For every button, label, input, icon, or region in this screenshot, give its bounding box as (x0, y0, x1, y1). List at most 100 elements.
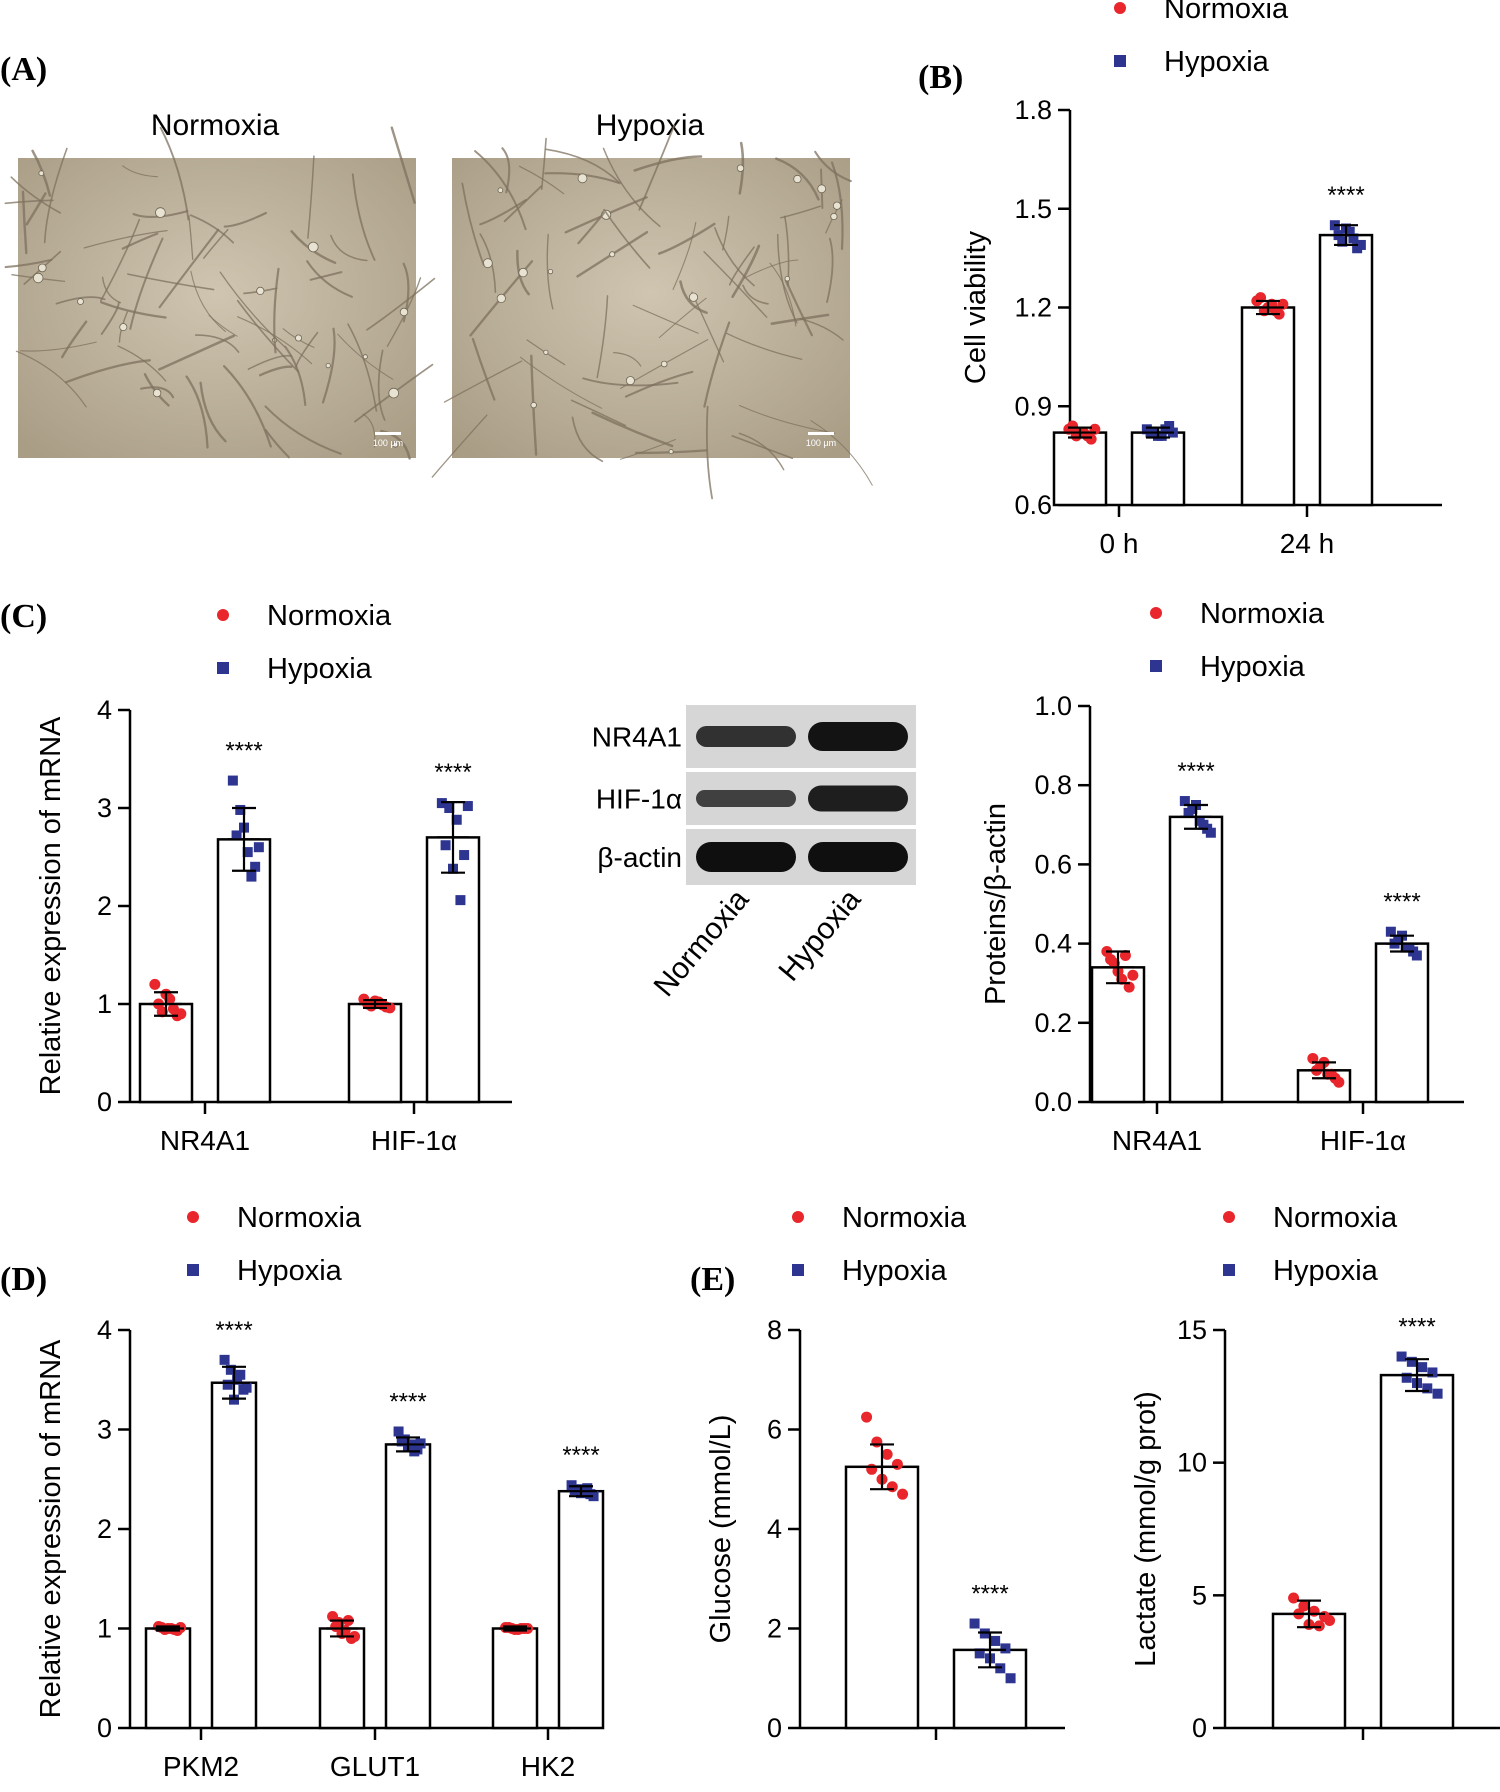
chart-mrna-expression-c: Normoxia Hypoxia 0 1 2 3 4 Relative expression … (35, 600, 512, 1156)
legend-marker-hypoxia (1150, 660, 1162, 672)
legend-marker-normoxia (1150, 607, 1162, 619)
cell-body (668, 449, 674, 455)
cell-body (660, 360, 668, 368)
legend-label: Normoxia (1200, 598, 1325, 630)
data-point-normoxia (1313, 1620, 1325, 1632)
cell-body (530, 401, 537, 409)
y-tick-label: 0 (1192, 1713, 1207, 1743)
cell-body (830, 212, 838, 221)
bar-hypoxia (1318, 233, 1374, 507)
legend-marker-normoxia (187, 1211, 199, 1223)
bar-hypoxia (1374, 942, 1430, 1104)
data-point-hypoxia (1205, 827, 1216, 838)
data-point-normoxia (881, 1448, 893, 1460)
bar-normoxia (144, 1627, 192, 1730)
micrograph-title-normoxia: Normoxia (151, 109, 280, 142)
cell-body (392, 441, 399, 448)
legend-label: Hypoxia (1164, 46, 1270, 78)
data-point-hypoxia (1179, 796, 1190, 807)
data-point-hypoxia (393, 1426, 404, 1437)
cell-shape (306, 260, 353, 298)
cell-body (784, 276, 790, 282)
data-point-hypoxia (231, 830, 242, 841)
data-point-normoxia (871, 1436, 883, 1448)
cell-shape (591, 411, 674, 448)
cell-shape (4, 199, 54, 205)
data-point-hypoxia (250, 861, 261, 872)
cell-body (325, 362, 331, 369)
cell-body (294, 334, 302, 342)
panel-label-e: (E) (690, 1261, 735, 1298)
data-point-normoxia (866, 1463, 878, 1475)
y-axis-label: Relative expression of mRNA (35, 1339, 67, 1718)
cell-body (497, 187, 504, 194)
data-point-hypoxia (455, 895, 466, 906)
bar-hypoxia (384, 1443, 432, 1730)
data-point-hypoxia (242, 847, 253, 858)
cell-shape (61, 320, 88, 359)
cell-shape (203, 228, 229, 259)
data-point-normoxia (149, 978, 161, 990)
cell-shape (101, 276, 122, 304)
cell-shape (100, 301, 167, 319)
data-point-hypoxia (1000, 1643, 1011, 1654)
cell-shape (632, 304, 699, 334)
data-point-hypoxia (440, 840, 451, 851)
cell-shape (83, 229, 168, 249)
legend-label: Normoxia (267, 600, 392, 632)
blot-band (808, 785, 908, 812)
cell-body (609, 251, 616, 258)
bar-normoxia (1240, 306, 1296, 507)
data-point-normoxia (384, 1002, 396, 1014)
y-tick-label: 0.0 (1034, 1087, 1072, 1117)
cell-shape (377, 349, 386, 421)
data-point-hypoxia (990, 1635, 1001, 1646)
panel-label-a: (A) (0, 51, 47, 88)
x-tick-label: GLUT1 (330, 1751, 420, 1782)
y-axis-label: Glucose (mmol/L) (705, 1415, 737, 1644)
cell-shape (474, 150, 527, 231)
cell-shape (390, 126, 416, 204)
y-axis-label: Cell viability (960, 230, 992, 384)
cell-shape (264, 405, 342, 455)
legend-label: Normoxia (1273, 1202, 1398, 1234)
cell-shape (273, 267, 280, 354)
cell-body (399, 307, 409, 317)
data-point-hypoxia (459, 850, 470, 861)
blot-band (696, 790, 796, 807)
y-tick-label: 2 (97, 1514, 112, 1544)
bar-normoxia (491, 1627, 539, 1730)
cell-shape (577, 211, 605, 245)
cell-shape (223, 211, 267, 228)
data-point-hypoxia (1406, 1356, 1417, 1367)
data-point-hypoxia (444, 803, 455, 813)
cell-shape (122, 165, 159, 178)
data-point-hypoxia (396, 1436, 407, 1447)
cell-body (577, 173, 588, 184)
data-point-normoxia (861, 1411, 873, 1423)
cell-body (482, 258, 493, 269)
chart-protein-ratio: Normoxia Hypoxia 0.0 0.2 0.4 0.6 0.8 1.0 Protein… (980, 598, 1464, 1156)
legend-marker-hypoxia (217, 662, 229, 674)
cell-shape (657, 222, 716, 255)
data-point-hypoxia (235, 1369, 246, 1380)
cell-shape (347, 323, 378, 412)
data-point-hypoxia (1404, 942, 1415, 953)
scale-bar-normoxia (375, 432, 401, 435)
cell-shape (129, 237, 164, 330)
data-point-hypoxia (1411, 950, 1422, 961)
cell-shape (624, 370, 694, 398)
cell-shape (443, 360, 523, 403)
scale-bar-label-normoxia: 100 μm (373, 438, 403, 448)
cell-shape (814, 150, 852, 183)
blot-band-label: NR4A1 (592, 722, 682, 753)
data-point-normoxia (1333, 1076, 1345, 1088)
cell-shape (830, 161, 844, 250)
micrograph-panel: Normoxia Hypoxia 100 μm 100 μm (4, 109, 873, 500)
data-point-hypoxia (1160, 424, 1171, 435)
cell-shape (185, 375, 209, 449)
cell-shape (362, 413, 376, 448)
cell-shape (743, 259, 799, 279)
cell-shape (321, 327, 336, 404)
